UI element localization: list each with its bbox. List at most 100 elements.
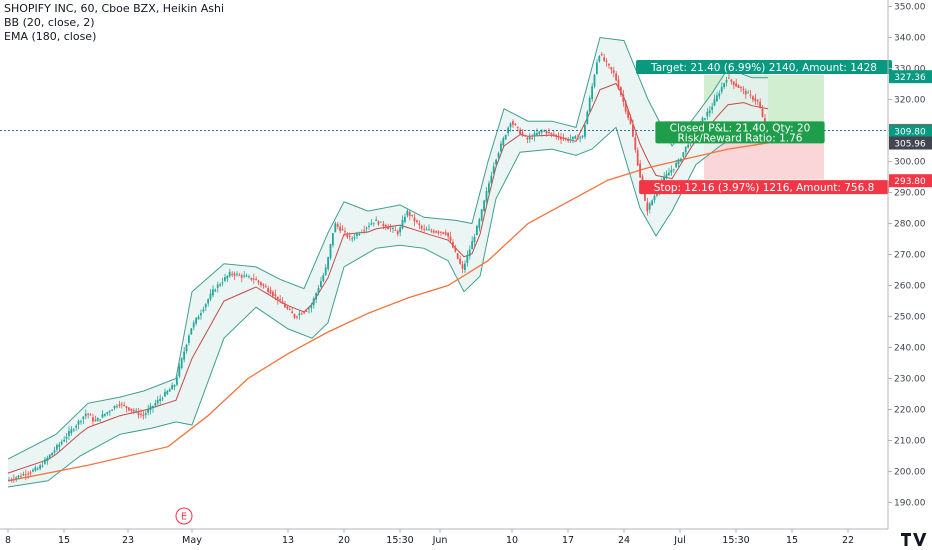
- target-label-box[interactable]: [636, 60, 892, 75]
- candle-body: [423, 228, 425, 230]
- bb-upper-line[interactable]: [7, 36, 768, 460]
- candle-body: [600, 54, 603, 56]
- candle-body: [351, 238, 353, 240]
- candle-body: [154, 403, 157, 406]
- candle-body: [202, 309, 205, 312]
- candle-body: [372, 222, 375, 224]
- candle-body: [500, 143, 502, 152]
- candle-body: [274, 294, 277, 296]
- price-tag-box[interactable]: [889, 174, 932, 188]
- candle-body: [668, 172, 670, 176]
- bollinger-bands: [7, 36, 769, 488]
- y-tick-label: 280.00: [894, 220, 926, 230]
- candle-body: [572, 136, 574, 140]
- candle-body: [596, 62, 598, 74]
- pnl-label: Closed P&L: 21.40, Qty: 20: [670, 122, 811, 134]
- candle-body: [24, 474, 27, 476]
- candle-body: [178, 366, 181, 377]
- candle-body: [389, 227, 392, 229]
- candle-body: [536, 132, 538, 136]
- candle-body: [444, 232, 447, 235]
- chart-legend: SHOPIFY INC, 60, Cboe BZX, Heikin Ashi B…: [4, 2, 224, 44]
- candle-body: [58, 444, 61, 448]
- candle-body: [569, 139, 572, 141]
- candle-body: [375, 219, 377, 222]
- legend-symbol[interactable]: SHOPIFY INC, 60, Cboe BZX, Heikin Ashi: [4, 2, 225, 15]
- candle-body: [279, 299, 281, 301]
- candle-body: [425, 229, 428, 231]
- candle-body: [224, 277, 226, 281]
- candle-body: [192, 322, 195, 328]
- candle-body: [190, 328, 193, 335]
- ema-line-path[interactable]: [7, 142, 769, 482]
- candle-body: [300, 313, 303, 315]
- candle-body: [646, 202, 649, 212]
- heikin-ashi-candles: [8, 51, 769, 483]
- candle-body: [418, 223, 421, 226]
- candle-body: [468, 249, 471, 257]
- candle-body: [36, 468, 39, 470]
- candle-body: [149, 405, 152, 411]
- candle-body: [497, 153, 500, 158]
- candle-body: [84, 413, 87, 417]
- pnl-box[interactable]: [655, 121, 825, 144]
- candle-body: [586, 111, 589, 125]
- candle-body: [713, 99, 716, 106]
- stop-label: Stop: 12.16 (3.97%) 1216, Amount: 756.8: [654, 182, 875, 194]
- candle-body: [456, 253, 459, 259]
- candle-body: [334, 223, 337, 233]
- candle-body: [711, 106, 713, 110]
- candle-body: [128, 407, 130, 411]
- candle-body: [365, 227, 368, 229]
- candle-body: [524, 135, 526, 137]
- candle-body: [720, 86, 723, 92]
- bb-lower-line[interactable]: [7, 126, 769, 488]
- candle-body: [672, 168, 675, 170]
- candle-body: [591, 86, 593, 100]
- candle-body: [231, 273, 233, 275]
- candle-body: [252, 278, 255, 280]
- y-tick-label: 220.00: [894, 406, 926, 416]
- stop-label-box[interactable]: [639, 180, 889, 195]
- candle-body: [478, 219, 481, 229]
- earnings-event: E: [175, 507, 193, 525]
- candle-body: [675, 163, 677, 168]
- price-tag-box[interactable]: [889, 70, 932, 84]
- price-tag-box[interactable]: [889, 136, 932, 150]
- candle-body: [740, 87, 742, 89]
- candle-body: [442, 232, 445, 234]
- candle-body: [512, 121, 514, 125]
- candle-body: [233, 273, 236, 276]
- candle-body: [687, 144, 689, 148]
- candle-body: [243, 275, 245, 277]
- loss-zone[interactable]: [704, 141, 824, 180]
- candle-body: [10, 479, 13, 481]
- candle-body: [533, 133, 536, 137]
- candle-body: [634, 137, 637, 150]
- candle-body: [749, 94, 752, 96]
- candle-body: [216, 284, 219, 288]
- candle-body: [449, 236, 452, 241]
- candle-body: [399, 227, 401, 233]
- price-tag-label: 327.36: [894, 73, 926, 83]
- candle-body: [207, 299, 209, 304]
- legend-bb[interactable]: BB (20, close, 2): [4, 16, 95, 29]
- candle-body: [113, 405, 116, 409]
- candle-body: [236, 273, 238, 275]
- candle-body: [94, 420, 97, 422]
- candle-body: [452, 242, 454, 248]
- candle-body: [123, 404, 125, 406]
- candle-body: [392, 227, 394, 229]
- candle-body: [639, 163, 641, 178]
- legend-ema[interactable]: EMA (180, close): [4, 30, 97, 43]
- x-tick-label: 8: [5, 535, 11, 546]
- candle-body: [651, 200, 653, 205]
- candle-body: [56, 445, 58, 450]
- earnings-marker-icon[interactable]: [175, 507, 193, 525]
- price-tag-box[interactable]: [889, 124, 932, 138]
- candle-body: [137, 412, 140, 416]
- candle-body: [574, 136, 577, 139]
- candle-body: [617, 79, 620, 89]
- candle-body: [413, 217, 416, 222]
